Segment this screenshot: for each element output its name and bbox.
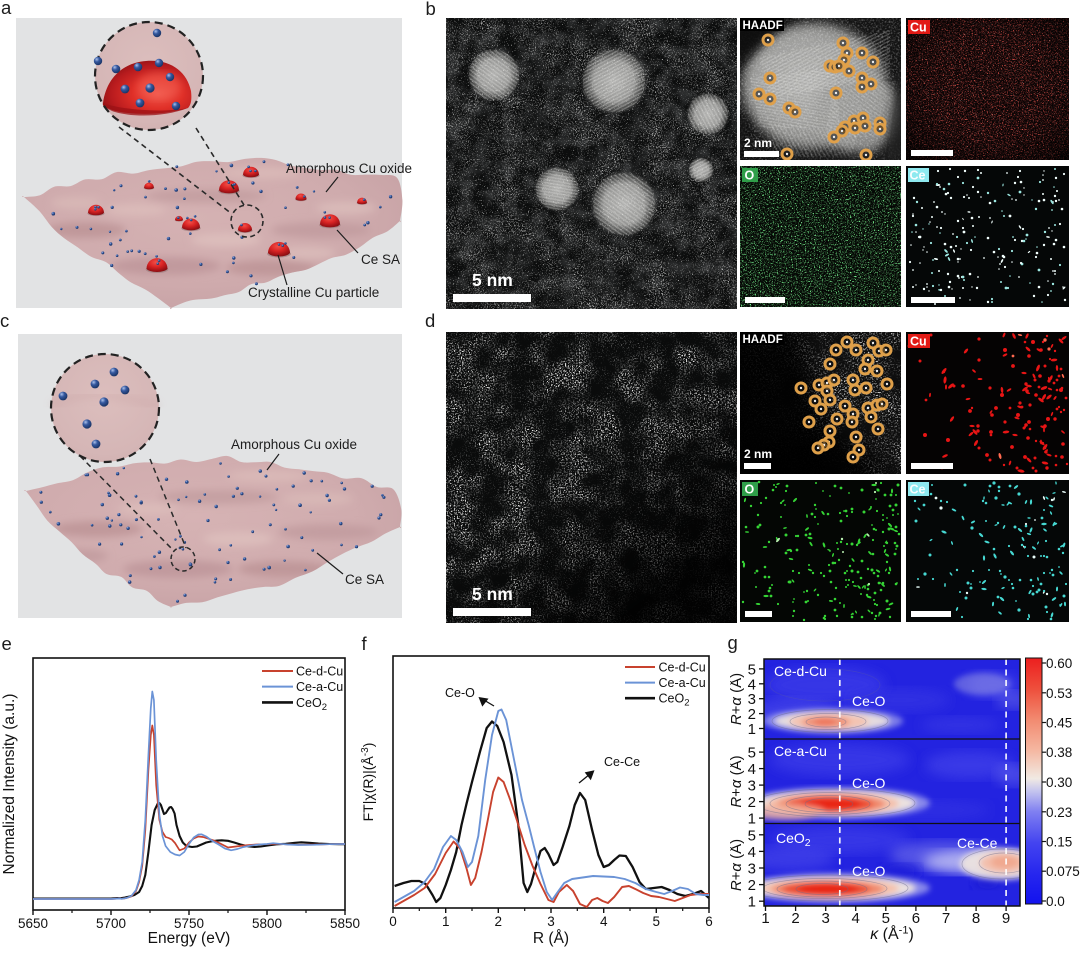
svg-text:5: 5 [748, 745, 756, 762]
svg-text:5800: 5800 [252, 916, 282, 931]
svg-text:Ce-d-Cu: Ce-d-Cu [659, 661, 706, 675]
svg-text:CeO2: CeO2 [776, 830, 811, 849]
svg-text:R+α (Å): R+α (Å) [730, 673, 745, 725]
svg-text:Ce-Ce: Ce-Ce [957, 835, 998, 851]
svg-text:R+α (Å): R+α (Å) [730, 839, 745, 891]
svg-text:5: 5 [882, 910, 890, 927]
svg-text:2: 2 [495, 914, 503, 929]
svg-text:κ (Å-1): κ (Å-1) [870, 924, 914, 943]
svg-text:0.0: 0.0 [1046, 894, 1065, 909]
svg-text:Ce SA: Ce SA [345, 572, 384, 587]
svg-text:Ce-a-Cu: Ce-a-Cu [296, 680, 343, 694]
svg-text:1: 1 [748, 894, 756, 911]
svg-text:4: 4 [600, 914, 608, 929]
svg-text:5: 5 [748, 827, 756, 844]
svg-text:Ce-O: Ce-O [445, 686, 475, 700]
svg-text:1: 1 [748, 721, 756, 738]
svg-text:FT|χ(R)|(Å-3): FT|χ(R)|(Å-3) [360, 743, 376, 822]
svg-text:5 nm: 5 nm [472, 270, 513, 290]
svg-text:2: 2 [748, 706, 756, 723]
svg-text:Ce-d-Cu: Ce-d-Cu [296, 665, 343, 679]
svg-text:Normalized Intensity (a.u.): Normalized Intensity (a.u.) [1, 694, 18, 875]
svg-text:1: 1 [761, 910, 769, 927]
svg-text:0.53: 0.53 [1046, 686, 1072, 701]
svg-text:Cu: Cu [910, 335, 927, 349]
svg-text:8: 8 [972, 910, 980, 927]
svg-text:R+α (Å): R+α (Å) [730, 755, 745, 807]
svg-text:0.15: 0.15 [1046, 835, 1072, 850]
svg-text:0.075: 0.075 [1046, 864, 1080, 879]
svg-text:0.23: 0.23 [1046, 805, 1072, 820]
svg-text:Ce-Ce: Ce-Ce [604, 755, 640, 769]
svg-text:Ce SA: Ce SA [361, 252, 400, 267]
svg-text:R (Å): R (Å) [533, 930, 569, 947]
svg-text:4: 4 [748, 761, 756, 778]
svg-text:O: O [745, 169, 755, 183]
svg-text:Ce-O: Ce-O [852, 775, 886, 791]
svg-text:Ce-a-Cu: Ce-a-Cu [659, 676, 706, 690]
svg-text:4: 4 [748, 844, 756, 861]
svg-text:5: 5 [748, 661, 756, 678]
svg-text:0: 0 [389, 914, 397, 929]
svg-text:Ce-O: Ce-O [852, 863, 886, 879]
svg-text:1: 1 [748, 811, 756, 828]
svg-text:HAADF: HAADF [743, 20, 783, 32]
svg-text:4: 4 [748, 676, 756, 693]
svg-text:1: 1 [442, 914, 450, 929]
svg-text:3: 3 [748, 691, 756, 708]
svg-text:7: 7 [942, 910, 950, 927]
svg-text:Ce-a-Cu: Ce-a-Cu [774, 743, 827, 759]
svg-text:0.45: 0.45 [1046, 716, 1072, 731]
svg-text:3: 3 [748, 861, 756, 878]
svg-text:Ce: Ce [910, 483, 926, 497]
svg-text:2: 2 [791, 910, 799, 927]
svg-text:Crystalline Cu particle: Crystalline Cu particle [248, 285, 379, 300]
svg-text:5850: 5850 [330, 916, 360, 931]
svg-text:0.60: 0.60 [1046, 656, 1072, 671]
svg-text:5650: 5650 [18, 916, 48, 931]
svg-text:Amorphous Cu oxide: Amorphous Cu oxide [286, 161, 412, 176]
svg-text:2 nm: 2 nm [744, 136, 772, 150]
svg-text:2 nm: 2 nm [744, 447, 772, 461]
svg-text:Ce-d-Cu: Ce-d-Cu [774, 663, 827, 679]
svg-text:6: 6 [705, 914, 713, 929]
svg-text:O: O [745, 483, 755, 497]
svg-text:9: 9 [1002, 910, 1010, 927]
svg-text:CeO2: CeO2 [659, 692, 690, 709]
svg-text:Ce-O: Ce-O [852, 693, 886, 709]
svg-text:Amorphous Cu oxide: Amorphous Cu oxide [231, 437, 357, 452]
svg-text:4: 4 [852, 910, 860, 927]
svg-text:3: 3 [547, 914, 555, 929]
svg-text:3: 3 [748, 778, 756, 795]
svg-text:Energy (eV): Energy (eV) [148, 930, 231, 947]
svg-text:3: 3 [822, 910, 830, 927]
svg-text:5: 5 [653, 914, 661, 929]
svg-text:CeO2: CeO2 [296, 696, 327, 713]
svg-text:2: 2 [748, 794, 756, 811]
svg-text:Cu: Cu [910, 21, 927, 35]
svg-text:HAADF: HAADF [743, 334, 783, 346]
svg-text:5750: 5750 [174, 916, 204, 931]
svg-text:Ce: Ce [910, 169, 926, 183]
svg-text:5700: 5700 [96, 916, 126, 931]
svg-text:6: 6 [912, 910, 920, 927]
svg-text:0.30: 0.30 [1046, 775, 1072, 790]
svg-text:0.38: 0.38 [1046, 745, 1072, 760]
svg-text:2: 2 [748, 877, 756, 894]
svg-text:5 nm: 5 nm [472, 584, 513, 604]
